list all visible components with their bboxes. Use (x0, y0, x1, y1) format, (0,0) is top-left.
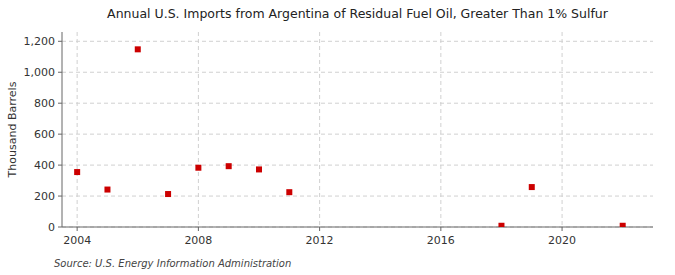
y-tick (58, 72, 62, 73)
x-grid-line (198, 32, 199, 227)
axes: 0 200 400 600 800 1,000 1,200 2004 2008 2012 2016 2… (24, 32, 654, 247)
y-tick-label: 800 (34, 97, 55, 110)
y-tick-label: 600 (34, 128, 55, 141)
title: Annual U.S. Imports from Argentina of Re… (107, 6, 609, 21)
source-note: Source: U.S. Energy Information Administ… (54, 258, 291, 269)
y-tick (58, 227, 62, 228)
y-grid-line (62, 134, 653, 135)
y-grid-line (62, 196, 653, 197)
y-grid-line (62, 227, 653, 228)
point (135, 46, 141, 52)
x-grid-line (77, 32, 78, 227)
point (620, 223, 626, 227)
point (165, 191, 171, 197)
y-tick-label: 0 (48, 221, 55, 234)
points (74, 46, 626, 227)
x-grid-line (440, 32, 441, 227)
y-grid-line (62, 103, 653, 104)
y-tick-label: 1,200 (24, 35, 56, 48)
x-tick (319, 227, 320, 231)
x-tick-label: 2004 (63, 234, 91, 247)
x-axis-line (62, 227, 653, 228)
y-tick (58, 165, 62, 166)
point (256, 166, 262, 172)
y-tick-label: 200 (34, 190, 55, 203)
x-grid-line (562, 32, 563, 227)
y-tick-label: 1,000 (24, 66, 56, 79)
y-tick (58, 103, 62, 104)
x-tick-label: 2008 (184, 234, 212, 247)
x-tick-label: 2016 (427, 234, 455, 247)
x-tick-label: 2020 (548, 234, 576, 247)
point (104, 187, 110, 193)
chart-svg: Annual U.S. Imports from Argentina of Re… (0, 0, 675, 275)
y-grid-line (62, 41, 653, 42)
y-tick-label: 400 (34, 159, 55, 172)
x-tick (77, 227, 78, 231)
x-tick (562, 227, 563, 231)
y-grid-line (62, 165, 653, 166)
y-tick (58, 41, 62, 42)
point (226, 163, 232, 169)
point (74, 169, 80, 175)
x-grid-line (319, 32, 320, 227)
x-tick (440, 227, 441, 231)
grid (62, 32, 653, 227)
x-tick (198, 227, 199, 231)
y-axis-label: Thousand Barrels (6, 81, 19, 178)
y-tick (58, 134, 62, 135)
y-grid-line (62, 72, 653, 73)
x-tick-label: 2012 (306, 234, 334, 247)
y-tick (58, 196, 62, 197)
point (195, 165, 201, 171)
point (529, 184, 535, 190)
y-axis-line (62, 32, 63, 227)
point (286, 189, 292, 195)
chart-container: Annual U.S. Imports from Argentina of Re… (0, 0, 675, 275)
point (498, 223, 504, 227)
